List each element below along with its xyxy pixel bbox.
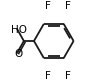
Text: F: F [65,1,71,11]
Text: O: O [15,49,23,59]
Text: HO: HO [11,25,27,35]
Text: F: F [45,1,51,11]
Text: F: F [65,71,71,81]
Text: F: F [45,71,51,81]
